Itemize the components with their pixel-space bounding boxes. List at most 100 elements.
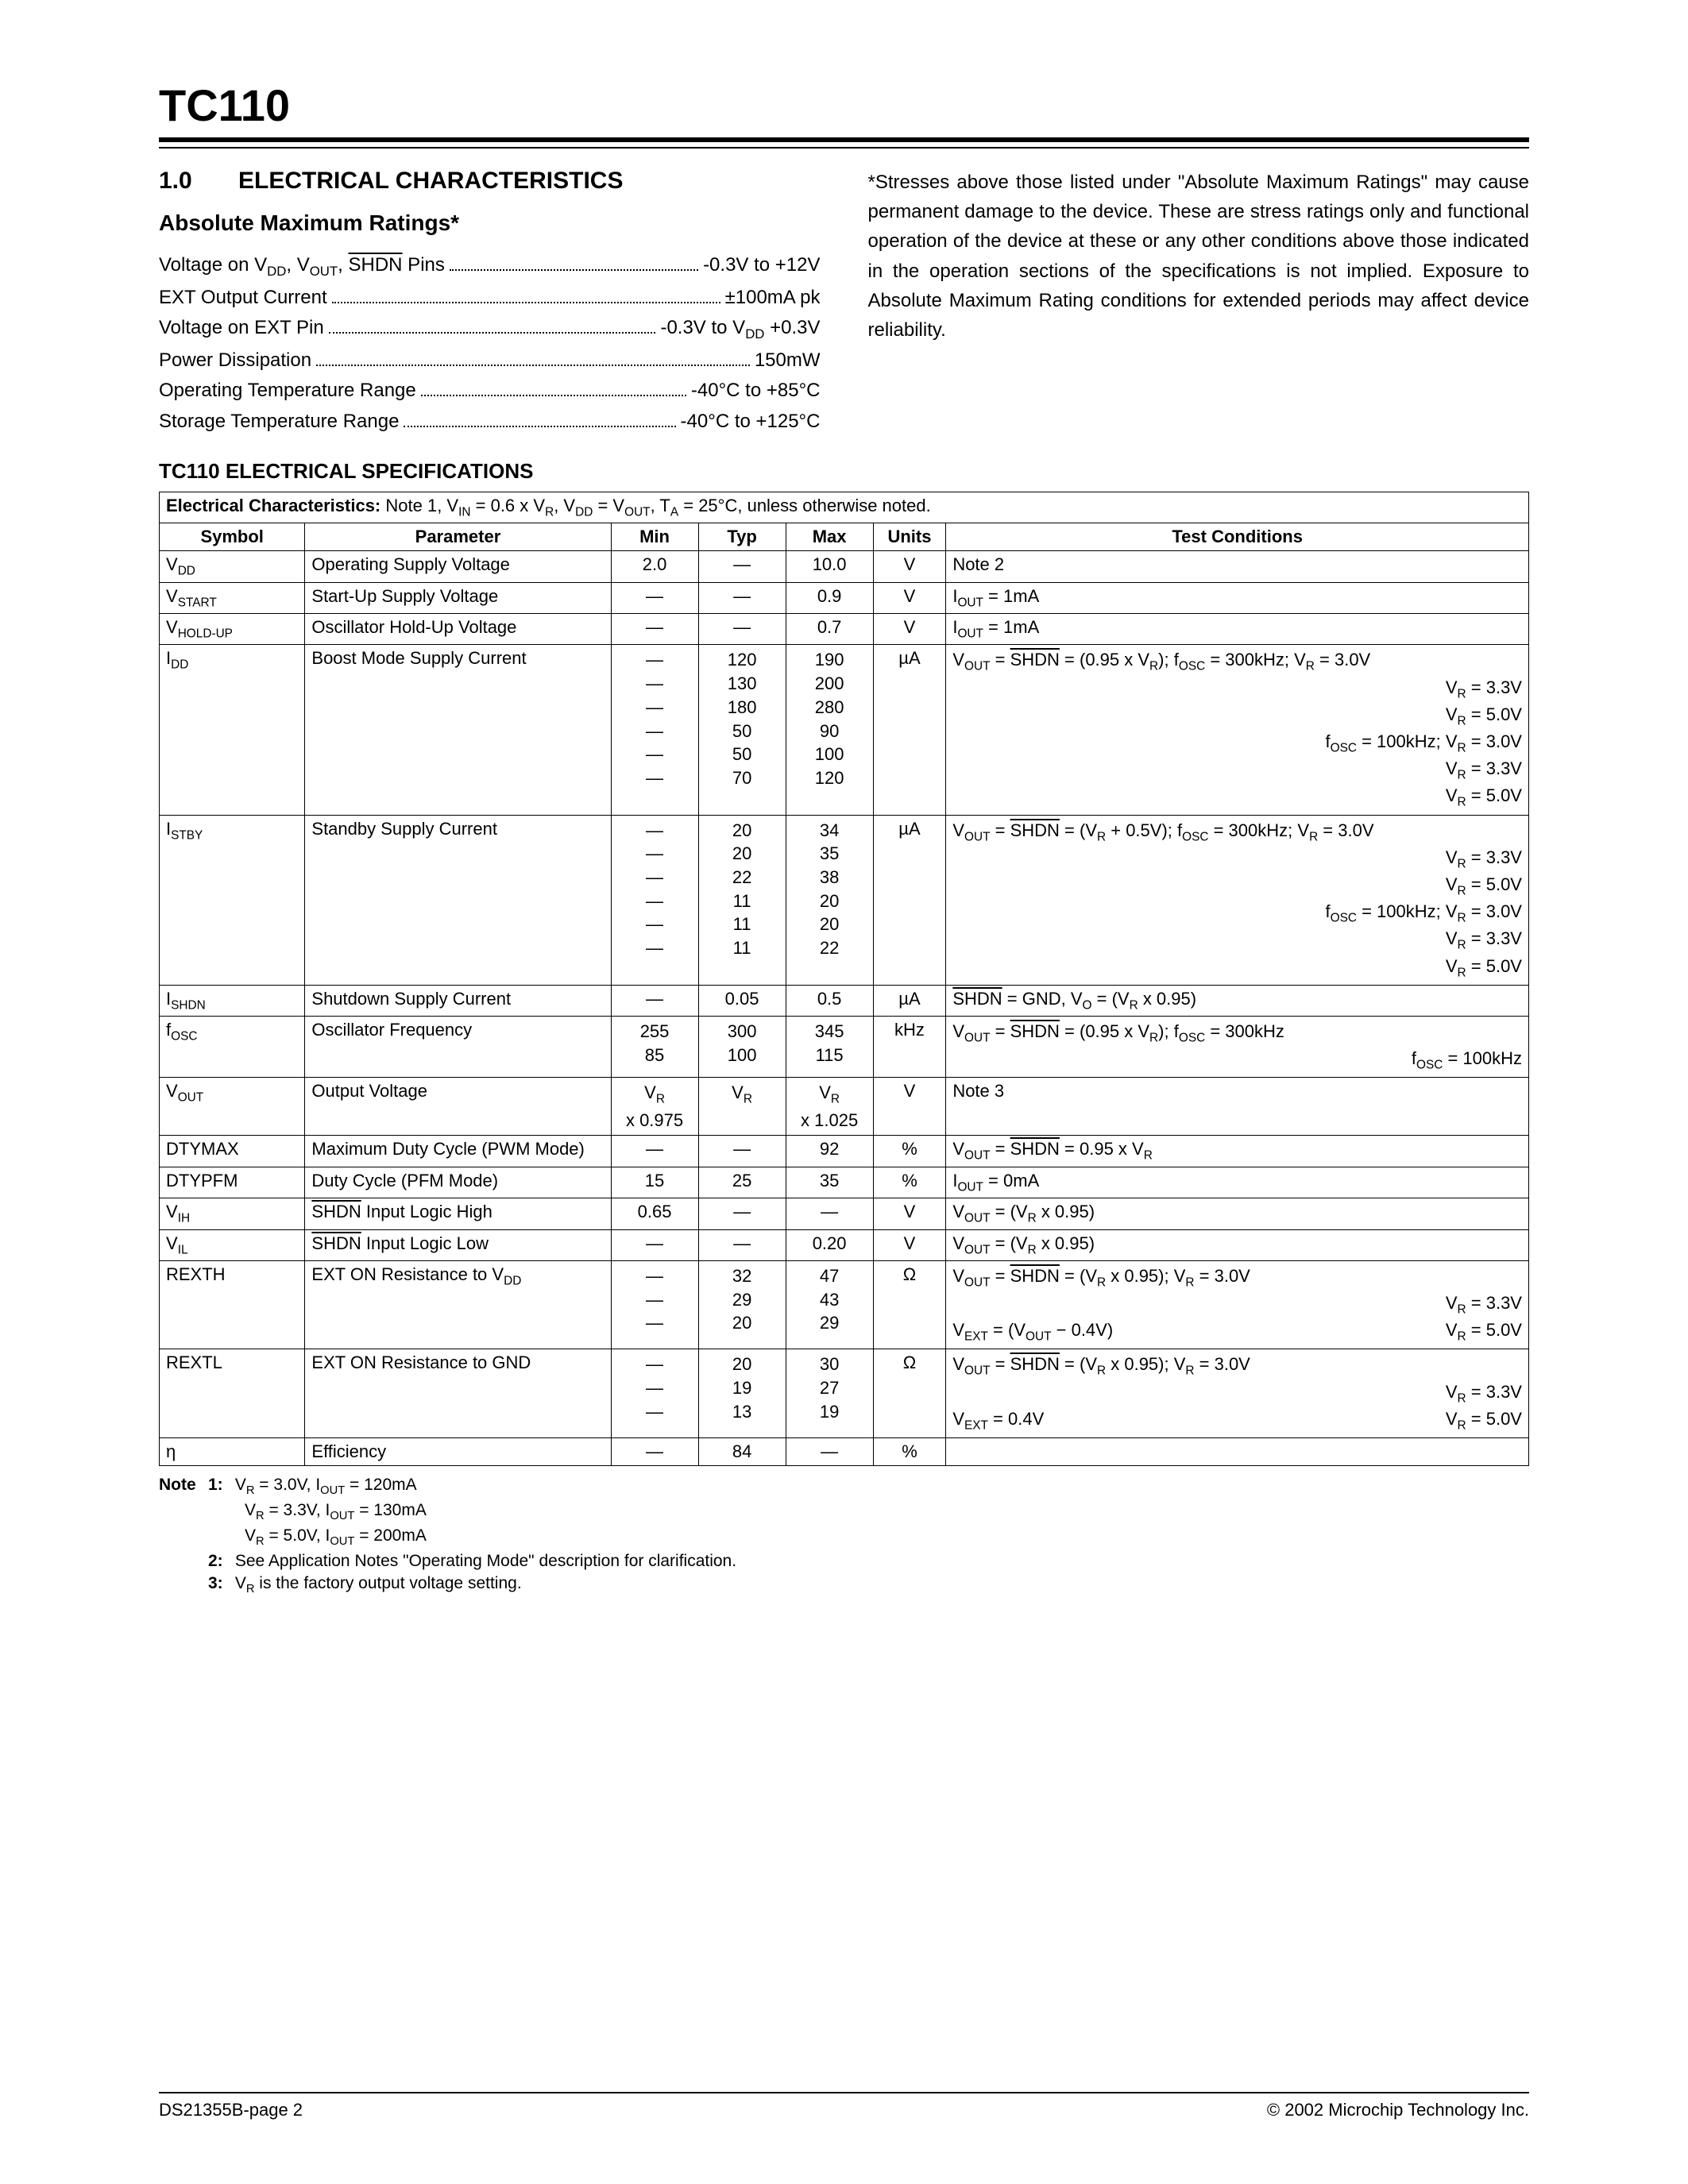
cell-min: VRx 0.975	[611, 1078, 698, 1136]
cell-conditions: SHDN = GND, VO = (VR x 0.95)	[946, 985, 1529, 1016]
cell-conditions: VOUT = (VR x 0.95)	[946, 1198, 1529, 1229]
cell-units: %	[873, 1438, 946, 1466]
cell-max: —	[786, 1438, 873, 1466]
section-heading: 1.0 ELECTRICAL CHARACTERISTICS	[159, 168, 821, 195]
cell-symbol: DTYPFM	[160, 1167, 305, 1198]
cell-max: VRx 1.025	[786, 1078, 873, 1136]
cell-conditions: IOUT = 1mA	[946, 614, 1529, 645]
spec-caption-row: Electrical Characteristics: Note 1, VIN …	[160, 492, 1529, 523]
cell-typ: —	[698, 551, 786, 582]
rating-dots	[421, 377, 686, 396]
cell-typ: —	[698, 1198, 786, 1229]
rating-value: -0.3V to +12V	[703, 250, 820, 280]
rating-label: Storage Temperature Range	[159, 407, 399, 437]
table-row: DTYMAXMaximum Duty Cycle (PWM Mode)——92%…	[160, 1136, 1529, 1167]
rating-line: Storage Temperature Range -40°C to +125°C	[159, 407, 821, 437]
cell-typ: VR	[698, 1078, 786, 1136]
rating-dots	[329, 314, 656, 334]
cell-parameter: EXT ON Resistance to VDD	[305, 1260, 611, 1349]
cell-typ: 120130180505070	[698, 645, 786, 815]
cell-units: µA	[873, 815, 946, 985]
cell-max: 343538202022	[786, 815, 873, 985]
cell-parameter: Oscillator Frequency	[305, 1017, 611, 1078]
rating-dots	[332, 284, 720, 303]
col-typ: Typ	[698, 523, 786, 551]
abs-max-heading: Absolute Maximum Ratings*	[159, 210, 821, 236]
cell-units: V	[873, 1198, 946, 1229]
cell-parameter: SHDN Input Logic Low	[305, 1229, 611, 1260]
rating-line: Voltage on VDD, VOUT, SHDN Pins-0.3V to …	[159, 250, 821, 283]
table-row: ISHDNShutdown Supply Current—0.050.5µASH…	[160, 985, 1529, 1016]
rating-label: EXT Output Current	[159, 283, 327, 313]
cell-conditions: VOUT = SHDN = 0.95 x VR	[946, 1136, 1529, 1167]
cell-min: ——————	[611, 815, 698, 985]
cell-conditions: VOUT = SHDN = (0.95 x VR); fOSC = 300kHz…	[946, 1017, 1529, 1078]
rating-line: Operating Temperature Range-40°C to +85°…	[159, 376, 821, 406]
cell-units: %	[873, 1136, 946, 1167]
cell-symbol: REXTL	[160, 1349, 305, 1438]
note-line: 3: VR is the factory output voltage sett…	[159, 1572, 1529, 1598]
cell-min: —	[611, 1438, 698, 1466]
cell-min: —	[611, 985, 698, 1016]
table-row: DTYPFMDuty Cycle (PFM Mode)152535%IOUT =…	[160, 1167, 1529, 1198]
cell-min: —	[611, 614, 698, 645]
cell-min: ——————	[611, 645, 698, 815]
section-title: ELECTRICAL CHARACTERISTICS	[238, 168, 623, 195]
cell-parameter: Maximum Duty Cycle (PWM Mode)	[305, 1136, 611, 1167]
note-line: VR = 5.0V, IOUT = 200mA	[159, 1525, 1529, 1550]
cell-units: V	[873, 582, 946, 613]
cell-symbol: VSTART	[160, 582, 305, 613]
footer-right: © 2002 Microchip Technology Inc.	[1267, 2100, 1529, 2120]
footer-rule	[159, 2092, 1529, 2093]
cell-parameter: Standby Supply Current	[305, 815, 611, 985]
col-units: Units	[873, 523, 946, 551]
rating-line: Power Dissipation 150mW	[159, 345, 821, 376]
rating-dots	[450, 252, 698, 271]
page: TC110 1.0 ELECTRICAL CHARACTERISTICS Abs…	[0, 0, 1688, 2184]
cell-conditions	[946, 1438, 1529, 1466]
cell-max: 474329	[786, 1260, 873, 1349]
note-line: Note1: VR = 3.0V, IOUT = 120mA	[159, 1474, 1529, 1499]
cell-max: 0.9	[786, 582, 873, 613]
table-row: ISTBYStandby Supply Current——————2020221…	[160, 815, 1529, 985]
cell-conditions: VOUT = SHDN = (VR x 0.95); VR = 3.0VVR =…	[946, 1349, 1529, 1438]
rating-value: 150mW	[755, 345, 821, 376]
rating-dots	[316, 347, 750, 366]
cell-max: 10.0	[786, 551, 873, 582]
cell-units: %	[873, 1167, 946, 1198]
table-row: VIHSHDN Input Logic High0.65——VVOUT = (V…	[160, 1198, 1529, 1229]
rating-value: -40°C to +125°C	[681, 407, 821, 437]
cell-units: kHz	[873, 1017, 946, 1078]
cell-symbol: VDD	[160, 551, 305, 582]
cell-units: µA	[873, 985, 946, 1016]
cell-parameter: Oscillator Hold-Up Voltage	[305, 614, 611, 645]
table-row: VDDOperating Supply Voltage2.0—10.0VNote…	[160, 551, 1529, 582]
doc-title: TC110	[159, 79, 1529, 131]
rating-label: Power Dissipation	[159, 345, 311, 376]
col-symbol: Symbol	[160, 523, 305, 551]
cell-conditions: VOUT = SHDN = (VR x 0.95); VR = 3.0VVR =…	[946, 1260, 1529, 1349]
cell-symbol: ISHDN	[160, 985, 305, 1016]
cell-conditions: IOUT = 1mA	[946, 582, 1529, 613]
cell-max: 345115	[786, 1017, 873, 1078]
table-row: REXTLEXT ON Resistance to GND———20191330…	[160, 1349, 1529, 1438]
table-row: VHOLD-UPOscillator Hold-Up Voltage——0.7V…	[160, 614, 1529, 645]
cell-max: —	[786, 1198, 873, 1229]
cell-min: —	[611, 1229, 698, 1260]
cell-symbol: fOSC	[160, 1017, 305, 1078]
cell-typ: 0.05	[698, 985, 786, 1016]
cell-max: 19020028090100120	[786, 645, 873, 815]
cell-typ: —	[698, 1229, 786, 1260]
rating-value: -0.3V to VDD +0.3V	[660, 313, 820, 345]
cell-typ: 201913	[698, 1349, 786, 1438]
spec-caption: Electrical Characteristics: Note 1, VIN …	[160, 492, 1529, 523]
cell-typ: 322920	[698, 1260, 786, 1349]
rating-label: Operating Temperature Range	[159, 376, 416, 406]
page-footer: DS21355B-page 2 © 2002 Microchip Technol…	[159, 2092, 1529, 2120]
left-col: 1.0 ELECTRICAL CHARACTERISTICS Absolute …	[159, 168, 821, 437]
cell-typ: 25	[698, 1167, 786, 1198]
col-conditions: Test Conditions	[946, 523, 1529, 551]
cell-conditions: IOUT = 0mA	[946, 1167, 1529, 1198]
rating-label: Voltage on EXT Pin	[159, 313, 324, 343]
col-parameter: Parameter	[305, 523, 611, 551]
